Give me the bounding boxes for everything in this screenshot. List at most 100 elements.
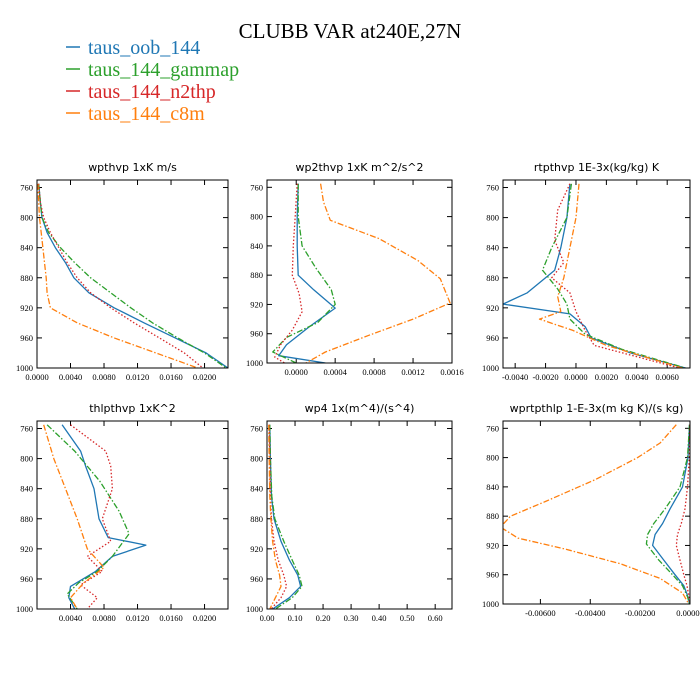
series-line-taus_144_c8m bbox=[43, 424, 105, 609]
x-tick-label: 0.0040 bbox=[625, 372, 648, 382]
x-tick-label: -0.0020 bbox=[532, 372, 558, 382]
x-tick-label: 0.10 bbox=[288, 613, 303, 623]
legend-label-1: taus_144_gammap bbox=[88, 59, 239, 81]
series-line-taus_oob_144 bbox=[278, 183, 336, 363]
y-tick-label: 920 bbox=[486, 540, 499, 550]
y-tick-label: 1000 bbox=[482, 363, 499, 373]
y-tick-label: 880 bbox=[20, 514, 33, 524]
y-tick-label: 880 bbox=[250, 270, 263, 280]
y-tick-label: 800 bbox=[250, 454, 263, 464]
legend-label-0: taus_oob_144 bbox=[88, 37, 200, 59]
x-tick-label: 0.0080 bbox=[92, 372, 115, 382]
panel-title: wp2thvp 1xK m^2/s^2 bbox=[295, 161, 423, 174]
plot-frame bbox=[36, 179, 229, 369]
x-tick-label: 0.0160 bbox=[159, 613, 182, 623]
series-line-taus_144_gammap bbox=[38, 183, 227, 368]
x-tick-label: 0.0120 bbox=[126, 372, 149, 382]
y-tick-label: 760 bbox=[20, 183, 33, 193]
y-tick-label: 880 bbox=[486, 273, 499, 283]
legend-item-2: taus_144_n2thp bbox=[66, 81, 216, 103]
x-tick-label: 0.0200 bbox=[193, 613, 216, 623]
x-tick-label: 0.0160 bbox=[159, 372, 182, 382]
y-tick-label: 760 bbox=[20, 424, 33, 434]
chart-panel-1: wp2thvp 1xK m^2/s^2 760 800 840 880 920 960 100… bbox=[246, 161, 464, 377]
plot-frame bbox=[502, 179, 691, 369]
y-tick-label: 960 bbox=[250, 329, 263, 339]
x-tick-label: 0.0004 bbox=[323, 367, 347, 377]
chart-panel-3: thlpthvp 1xK^2 760 800 840 880 920 960 1000 0.00… bbox=[16, 402, 229, 623]
series-line-taus_144_gammap bbox=[46, 424, 130, 609]
y-tick-label: 760 bbox=[250, 424, 263, 434]
y-tick-label: 960 bbox=[486, 570, 499, 580]
y-tick-label: 800 bbox=[486, 453, 499, 463]
x-tick-label: 0.0060 bbox=[656, 372, 679, 382]
y-tick-label: 960 bbox=[486, 333, 499, 343]
y-tick-label: 840 bbox=[486, 243, 499, 253]
series-line-taus_144_c8m bbox=[503, 424, 690, 604]
series-line-taus_144_c8m bbox=[305, 183, 451, 363]
plot-frame bbox=[36, 420, 229, 610]
chart-panel-0: wpthvp 1xK m/s76080084088092096010000.00… bbox=[16, 161, 229, 382]
y-tick-label: 840 bbox=[486, 482, 499, 492]
x-tick-label: 0.0080 bbox=[92, 613, 115, 623]
legend: taus_oob_144 taus_144_gammap taus_144_n2… bbox=[66, 37, 239, 125]
panels: wpthvp 1xK m/s76080084088092096010000.00… bbox=[16, 161, 700, 623]
x-tick-label: 0.00 bbox=[260, 613, 275, 623]
y-tick-label: 1000 bbox=[16, 604, 33, 614]
y-tick-label: 920 bbox=[250, 299, 263, 309]
x-tick-label: 0.0000 bbox=[25, 372, 48, 382]
legend-item-1: taus_144_gammap bbox=[66, 59, 239, 81]
series-line-taus_144_n2thp bbox=[38, 183, 204, 368]
y-tick-label: 800 bbox=[486, 213, 499, 223]
plot-frame bbox=[502, 420, 691, 605]
x-tick-label: 0.60 bbox=[428, 613, 443, 623]
y-tick-label: 920 bbox=[250, 544, 263, 554]
y-tick-label: 920 bbox=[20, 544, 33, 554]
y-tick-label: 1000 bbox=[246, 604, 263, 614]
x-tick-label: 0.0012 bbox=[401, 367, 424, 377]
x-tick-label: 0.40 bbox=[372, 613, 387, 623]
panel-title: thlpthvp 1xK^2 bbox=[89, 402, 176, 415]
x-tick-label: 0.0016 bbox=[440, 367, 463, 377]
series-line-taus_oob_144 bbox=[61, 424, 147, 609]
series-line-taus_oob_144 bbox=[38, 183, 228, 368]
y-tick-label: 760 bbox=[486, 183, 499, 193]
x-tick-label: 0.0200 bbox=[193, 372, 216, 382]
y-tick-label: 880 bbox=[250, 514, 263, 524]
x-tick-label: 0.0000 bbox=[564, 372, 587, 382]
y-tick-label: 800 bbox=[250, 212, 263, 222]
x-tick-label: -0.00400 bbox=[575, 608, 605, 618]
y-tick-label: 1000 bbox=[482, 599, 499, 609]
plot-frame bbox=[266, 179, 453, 364]
series-line-taus_oob_144 bbox=[503, 183, 686, 368]
x-tick-label: -0.00200 bbox=[625, 608, 655, 618]
y-tick-label: 840 bbox=[250, 484, 263, 494]
legend-label-2: taus_144_n2thp bbox=[88, 81, 216, 103]
y-tick-label: 960 bbox=[20, 333, 33, 343]
y-tick-label: 800 bbox=[20, 454, 33, 464]
y-tick-label: 880 bbox=[486, 511, 499, 521]
plot-frame bbox=[266, 420, 453, 610]
series-line-taus_oob_144 bbox=[651, 424, 690, 604]
chart-panel-4: wp4 1x(m^4)/(s^4)76080084088092096010000… bbox=[246, 402, 453, 623]
series-line-taus_144_c8m bbox=[37, 183, 199, 368]
series-line-taus_144_gammap bbox=[645, 424, 690, 604]
panel-title: wpthvp 1xK m/s bbox=[88, 161, 177, 174]
legend-item-0: taus_oob_144 bbox=[66, 37, 200, 59]
legend-label-3: taus_144_c8m bbox=[88, 103, 205, 125]
y-tick-label: 840 bbox=[20, 484, 33, 494]
x-tick-label: 0.20 bbox=[316, 613, 331, 623]
y-tick-label: 960 bbox=[250, 574, 263, 584]
x-tick-label: -0.00600 bbox=[525, 608, 555, 618]
x-tick-label: 0.30 bbox=[344, 613, 359, 623]
series-line-taus_144_c8m bbox=[538, 183, 683, 368]
series-line-taus_144_gammap bbox=[541, 183, 686, 368]
legend-item-3: taus_144_c8m bbox=[66, 103, 205, 125]
panel-title: rtpthvp 1E-3x(kg/kg) K bbox=[534, 161, 660, 174]
series-line-taus_144_gammap bbox=[272, 183, 336, 363]
x-tick-label: 0.0000 bbox=[285, 367, 308, 377]
x-tick-label: 0.0008 bbox=[362, 367, 385, 377]
y-tick-label: 840 bbox=[20, 243, 33, 253]
